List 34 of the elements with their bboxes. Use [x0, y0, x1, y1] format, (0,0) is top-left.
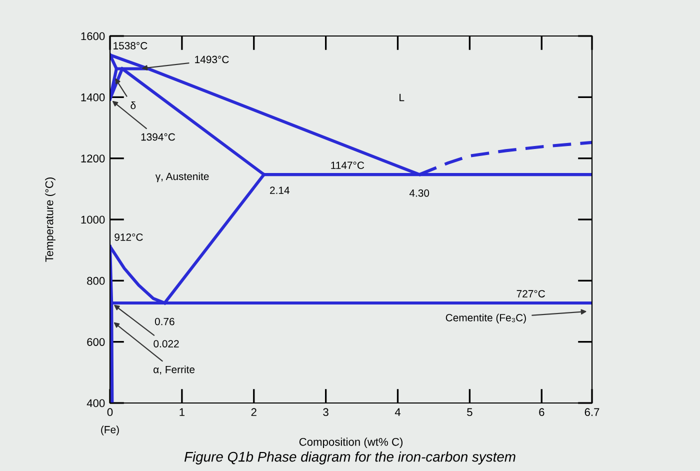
text: (Fe) [101, 426, 119, 436]
y-tick-label: 1000 [81, 216, 105, 224]
y-tick-label: 800 [87, 276, 105, 285]
annotation: γ, Austenite [155, 172, 209, 182]
annotation: Cementite (Fe₃C) [446, 314, 526, 324]
x-tick-label: 1 [180, 408, 184, 416]
x-axis-title: Composition (wt% C) [299, 438, 402, 448]
annotation: 4.30 [409, 189, 430, 197]
y-tick-label: 1400 [81, 93, 105, 102]
annotation: α, Ferrite [154, 366, 195, 374]
y-axis-title: Temperature (°C) [45, 178, 56, 262]
annotation: 1538°C [114, 42, 148, 50]
annotation: 727°C [516, 290, 545, 298]
annotation: δ [130, 101, 136, 110]
y-tick-label: 1200 [81, 154, 105, 162]
x-tick-label: 2 [251, 408, 256, 416]
x-tick-label: 3 [323, 408, 328, 416]
annotation: 2.14 [270, 186, 290, 194]
annotation: 1147°C [331, 162, 364, 170]
x-tick-label: 6.7 [584, 408, 600, 416]
y-tick-label: 600 [87, 338, 105, 346]
y-tick-label: 400 [86, 399, 105, 408]
caption: Figure Q1b Phase diagram for the iron-carbon system [184, 452, 516, 464]
x-tick-label: 4 [394, 408, 401, 416]
x-tick-label: 0 [107, 408, 113, 416]
annotation: 0.76 [154, 318, 174, 326]
annotation: L [400, 94, 404, 102]
annotation: 0.022 [154, 340, 179, 348]
annotation: 1493°C [195, 56, 229, 64]
annotation: 1394°C [141, 133, 176, 141]
annotation: 912°C [114, 234, 143, 241]
x-tick-label: 6 [539, 408, 544, 416]
y-tick-label: 1600 [81, 32, 105, 40]
x-tick-label: 5 [467, 408, 472, 416]
